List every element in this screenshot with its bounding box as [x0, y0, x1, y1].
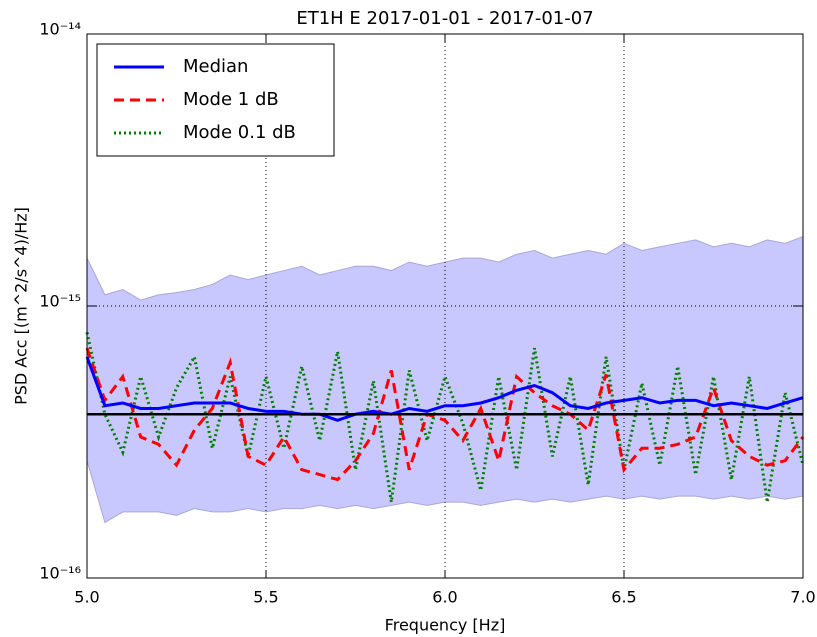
y-tick-label: 10⁻¹⁴	[39, 20, 81, 39]
plot-frame	[86, 33, 804, 579]
legend-label: Median	[183, 56, 248, 77]
x-axis-label: Frequency [Hz]	[385, 616, 506, 635]
x-tick-label: 5.0	[74, 588, 99, 607]
y-tick-label: 10⁻¹⁶	[39, 564, 81, 583]
y-tick-label: 10⁻¹⁵	[39, 292, 81, 311]
x-tick-label: 6.5	[611, 588, 636, 607]
chart-title: ET1H E 2017-01-01 - 2017-01-07	[296, 8, 593, 29]
x-tick-label: 5.5	[253, 588, 278, 607]
series-line	[85, 347, 805, 482]
legend: Median Mode 1 dB Mode 0.1 dB	[96, 43, 335, 157]
legend-label: Mode 0.1 dB	[183, 122, 296, 143]
y-axis-label: PSD Acc [(m^2/s^4)/Hz]	[12, 207, 31, 405]
x-tick-label: 6.0	[432, 588, 457, 607]
series-line	[85, 356, 804, 422]
legend-label: Mode 1 dB	[183, 89, 279, 110]
series-line	[85, 332, 805, 503]
x-tick-label: 7.0	[790, 588, 815, 607]
